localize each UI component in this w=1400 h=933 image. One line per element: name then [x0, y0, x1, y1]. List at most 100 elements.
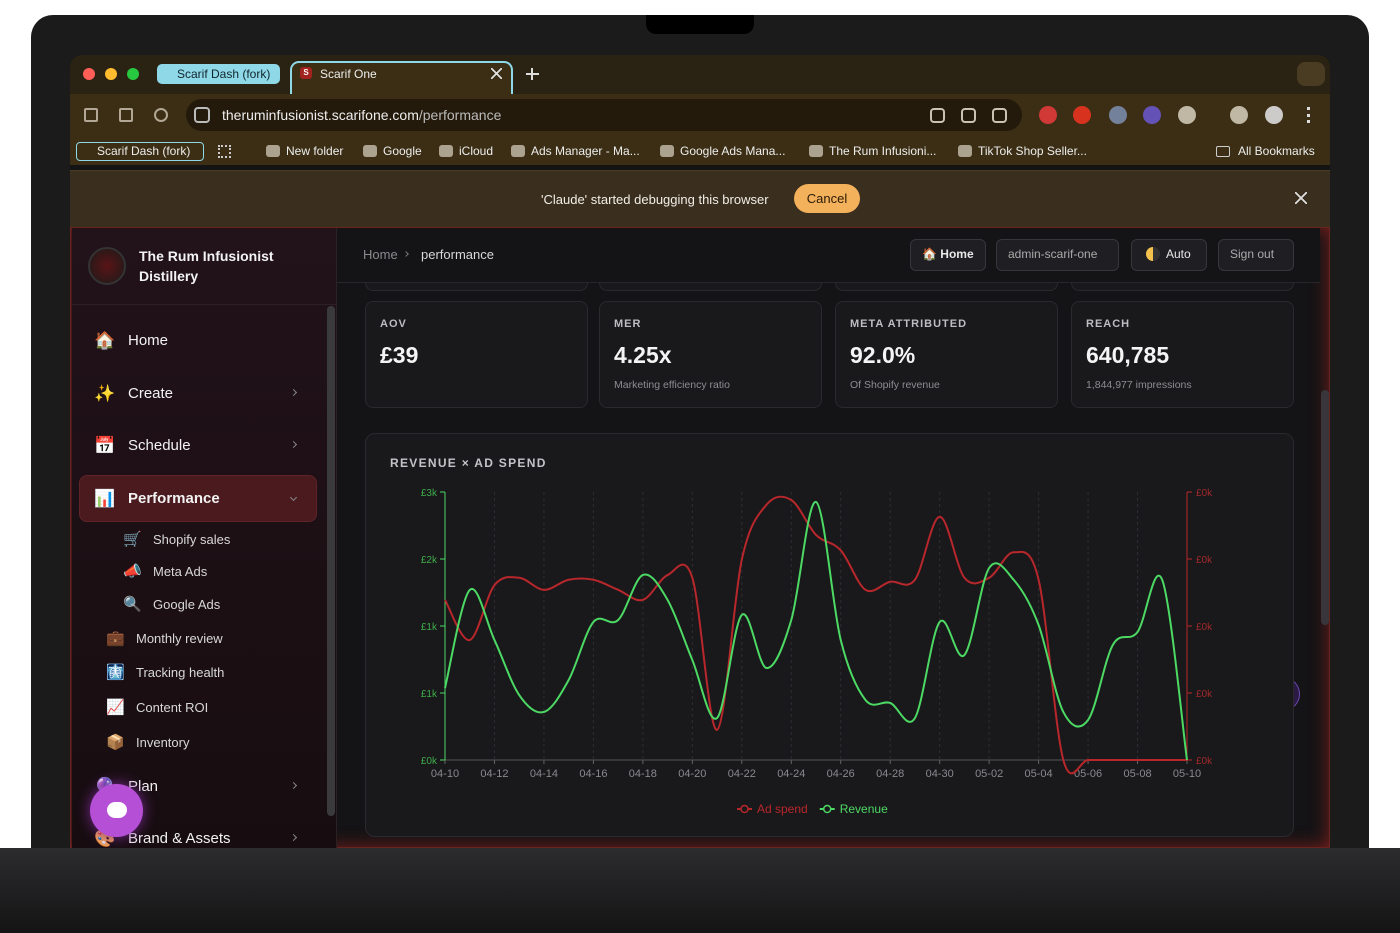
- nav-item[interactable]: Meta Ads: [153, 563, 208, 579]
- nav-item[interactable]: Create: [128, 384, 174, 402]
- cancel-button[interactable]: Cancel: [794, 184, 860, 213]
- toolbar-icon[interactable]: [961, 108, 976, 123]
- y2-tick-label: £0k: [1196, 622, 1213, 633]
- nav-icon: 📊: [94, 489, 116, 508]
- bookmark[interactable]: Google: [383, 144, 422, 158]
- window-control[interactable]: [105, 68, 117, 80]
- nav-item[interactable]: Performance: [128, 489, 220, 507]
- window-control[interactable]: [127, 68, 139, 80]
- nav-icon: 🩻: [106, 664, 125, 681]
- kpi-card: [835, 301, 1058, 408]
- address-bar[interactable]: [186, 99, 1022, 131]
- tab-favicon: S: [300, 67, 312, 79]
- nav-item[interactable]: Schedule: [128, 436, 191, 454]
- theme-icon: [1146, 247, 1160, 261]
- x-tick-label: 04-30: [926, 768, 954, 780]
- extension-icon[interactable]: [1178, 106, 1196, 124]
- kpi-value: 92.0%: [850, 342, 916, 368]
- nav-item[interactable]: Shopify sales: [153, 531, 231, 547]
- nav-item[interactable]: Tracking health: [136, 664, 225, 680]
- notch: [646, 15, 754, 34]
- nav-item[interactable]: Home: [128, 331, 169, 349]
- x-tick-label: 04-26: [827, 768, 855, 780]
- extension-icon[interactable]: [1109, 106, 1127, 124]
- reload-button[interactable]: [154, 108, 168, 122]
- tab-close[interactable]: [491, 68, 502, 79]
- breadcrumb[interactable]: Home: [363, 247, 398, 262]
- nav-icon: 📣: [123, 563, 142, 580]
- nav-item[interactable]: Google Ads: [153, 596, 221, 612]
- nav-item[interactable]: Monthly review: [136, 630, 223, 646]
- site-info: [194, 107, 210, 123]
- active-tab[interactable]: [290, 61, 513, 94]
- extension-icon[interactable]: [1265, 106, 1283, 124]
- extension-icon[interactable]: [1230, 106, 1248, 124]
- toolbar-icon[interactable]: [930, 108, 945, 123]
- back-button[interactable]: [84, 108, 98, 122]
- extension-icon[interactable]: [1039, 106, 1057, 124]
- kpi-value: 640,785: [1086, 342, 1170, 368]
- nav-icon: 🛒: [123, 531, 142, 548]
- tab-title[interactable]: Scarif One: [320, 67, 377, 81]
- legend-swatch: [740, 804, 749, 814]
- bookmark[interactable]: iCloud: [459, 144, 494, 158]
- bookmark-icon: [1216, 146, 1230, 157]
- nav-active[interactable]: [79, 475, 317, 522]
- y2-tick-label: £0k: [1196, 488, 1213, 499]
- new-tab[interactable]: [531, 68, 533, 80]
- x-tick-label: 04-20: [678, 768, 706, 780]
- kpi-note: Of Shopify revenue: [850, 379, 940, 391]
- tab-menu[interactable]: [1297, 62, 1325, 86]
- nav-item[interactable]: Brand & Assets: [128, 829, 231, 847]
- y-tick-label: £1k: [421, 689, 438, 700]
- header-button-label[interactable]: Auto: [1166, 247, 1191, 261]
- bookmark-icon: [363, 145, 377, 157]
- chart-title: REVENUE × AD SPEND: [390, 456, 547, 470]
- sidebar-divider: [72, 304, 337, 305]
- nav-icon: 📈: [106, 699, 125, 716]
- x-tick-label: 04-16: [579, 768, 607, 780]
- main-scrollbar: [1321, 390, 1329, 625]
- nav-icon: 💼: [106, 630, 125, 647]
- bookmarks-bar: [70, 137, 1330, 165]
- bookmark[interactable]: All Bookmarks: [1238, 144, 1315, 158]
- breadcrumb: performance: [421, 247, 494, 262]
- bookmark[interactable]: TikTok Shop Seller...: [978, 144, 1087, 158]
- bookmark-icon: [660, 145, 674, 157]
- kpi-value: 4.25x: [614, 342, 672, 368]
- bookmark[interactable]: Ads Manager - Ma...: [531, 144, 640, 158]
- menu-button[interactable]: [1307, 107, 1310, 123]
- nav-icon: 🏠: [94, 331, 116, 350]
- extension-icon[interactable]: [1143, 106, 1161, 124]
- extension-icon[interactable]: [1073, 106, 1091, 124]
- window-control[interactable]: [83, 68, 95, 80]
- header-button-label[interactable]: Sign out: [1230, 247, 1275, 261]
- x-tick-label: 05-02: [975, 768, 1003, 780]
- nav-item[interactable]: Inventory: [136, 734, 190, 750]
- y-tick-label: £1k: [421, 622, 438, 633]
- nav-item[interactable]: Plan: [128, 777, 159, 795]
- header-button[interactable]: [996, 239, 1119, 271]
- tab-group[interactable]: [157, 64, 280, 84]
- header-button[interactable]: [1131, 239, 1207, 271]
- header-button-label[interactable]: 🏠 Home: [922, 247, 974, 261]
- banner-close[interactable]: [1295, 192, 1307, 204]
- bookmark[interactable]: The Rum Infusioni...: [829, 144, 937, 158]
- header-button[interactable]: [910, 239, 986, 271]
- header-button[interactable]: [1218, 239, 1294, 271]
- nav-item[interactable]: Content ROI: [136, 699, 209, 715]
- y-tick-label: £0k: [421, 756, 438, 767]
- bookmark-icon: [266, 145, 280, 157]
- tab-title[interactable]: Scarif Dash (fork): [177, 67, 271, 81]
- bookmark-chip[interactable]: [76, 142, 204, 161]
- bookmark[interactable]: Google Ads Mana...: [680, 144, 786, 158]
- forward-button[interactable]: [119, 108, 133, 122]
- y-tick-label: £3k: [421, 488, 438, 499]
- kpi-card-partial: [1071, 283, 1294, 291]
- header-button-label[interactable]: admin-scarif-one: [1008, 247, 1098, 261]
- bookmark[interactable]: New folder: [286, 144, 344, 158]
- bookmark[interactable]: Scarif Dash (fork): [97, 144, 191, 158]
- kpi-label: REACH: [1086, 318, 1131, 330]
- toolbar-icon[interactable]: [992, 108, 1007, 123]
